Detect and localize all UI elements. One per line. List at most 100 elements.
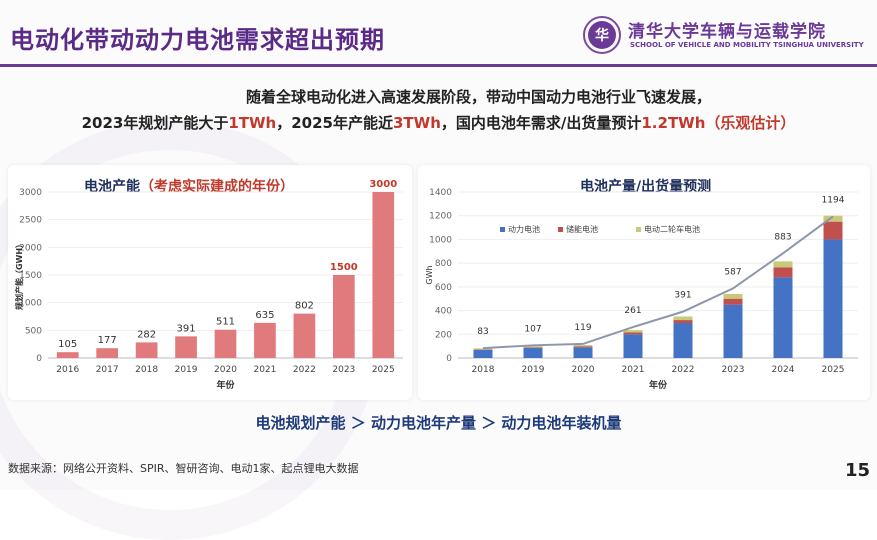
y-axis-label: GWh xyxy=(425,265,434,284)
stacked-bar-segment xyxy=(574,346,593,347)
data-label: 1500 xyxy=(330,262,358,273)
intro-highlight: 1TWh xyxy=(228,114,276,132)
y-tick-label: 3000 xyxy=(19,188,42,198)
summary-text: 电池规划产能 ＞ 动力电池年产量 ＞ 动力电池年装机量 xyxy=(0,412,877,433)
y-tick-label: 2500 xyxy=(19,216,42,226)
stacked-bar-segment xyxy=(774,267,793,277)
line-data-label: 261 xyxy=(624,306,641,316)
bar xyxy=(57,352,79,358)
intro-text: ，国内电池年需求/出货量预计 xyxy=(441,114,641,132)
y-tick-label: 0 xyxy=(446,354,452,364)
line-data-label: 83 xyxy=(477,327,488,337)
x-tick-label: 2022 xyxy=(672,365,695,375)
bar xyxy=(254,323,276,358)
data-label: 3000 xyxy=(369,179,397,190)
x-axis-label: 年份 xyxy=(216,379,235,391)
bar xyxy=(372,192,394,358)
data-label: 391 xyxy=(177,323,196,334)
data-label: 802 xyxy=(295,301,314,312)
stacked-bar-segment xyxy=(824,239,843,358)
bar xyxy=(333,275,355,358)
bar xyxy=(96,348,118,358)
stacked-bar-segment xyxy=(624,334,643,358)
x-tick-label: 2018 xyxy=(472,365,495,375)
x-tick-label: 2025 xyxy=(822,365,845,375)
slide: 电动化带动动力电池需求超出预期 华 清华大学车辆与运载学院 SCHOOL OF … xyxy=(0,0,877,490)
stacked-bar-segment xyxy=(724,294,743,299)
x-tick-label: 2021 xyxy=(253,365,276,375)
y-tick-label: 200 xyxy=(435,330,452,340)
data-label: 177 xyxy=(98,335,117,346)
bar xyxy=(136,342,158,358)
data-source: 数据来源：网络公开资料、SPIR、智研咨询、电动1家、起点锂电大数据 xyxy=(8,460,359,476)
x-tick-label: 2024 xyxy=(772,365,795,375)
data-label: 105 xyxy=(58,339,77,350)
y-tick-label: 1400 xyxy=(429,188,452,198)
x-tick-label: 2019 xyxy=(522,365,545,375)
y-axis-label: 规划产能（GWH） xyxy=(14,240,24,310)
legend-swatch xyxy=(636,227,641,232)
data-label: 282 xyxy=(137,329,156,340)
stacked-bar-segment xyxy=(524,347,543,348)
stacked-bar-segment xyxy=(574,345,593,346)
intro-highlight: 1.2TWh xyxy=(641,114,705,132)
bar xyxy=(215,330,237,358)
stacked-bar-segment xyxy=(824,222,843,240)
slide-title: 电动化带动动力电池需求超出预期 xyxy=(10,20,385,55)
line-data-label: 119 xyxy=(574,323,591,333)
y-tick-label: 800 xyxy=(435,259,452,269)
y-tick-label: 500 xyxy=(25,326,42,336)
x-tick-label: 2020 xyxy=(214,365,237,375)
line-data-label: 1194 xyxy=(822,195,845,205)
x-tick-label: 2019 xyxy=(175,365,198,375)
intro-line-1: 随着全球电动化进入高速发展阶段，带动中国动力电池行业飞速发展， xyxy=(0,86,877,107)
y-tick-label: 600 xyxy=(435,283,452,293)
line-data-label: 883 xyxy=(774,232,791,242)
legend-swatch xyxy=(558,227,563,232)
stacked-bar-segment xyxy=(774,277,793,358)
legend-label: 动力电池 xyxy=(508,224,540,234)
stacked-bar-segment xyxy=(674,317,693,321)
data-label: 635 xyxy=(255,310,274,321)
y-tick-label: 0 xyxy=(36,354,42,364)
x-tick-label: 2018 xyxy=(135,365,158,375)
line-data-label: 107 xyxy=(524,324,541,334)
title-divider xyxy=(0,64,877,67)
school-name-en: SCHOOL OF VEHICLE AND MOBILITY TSINGHUA … xyxy=(630,41,864,49)
y-tick-label: 1000 xyxy=(429,235,452,245)
x-tick-label: 2020 xyxy=(572,365,595,375)
stacked-bar-segment xyxy=(774,261,793,267)
data-label: 511 xyxy=(216,317,235,328)
intro-text: 2023年规划产能大于 xyxy=(82,114,229,132)
line-data-label: 587 xyxy=(724,267,741,277)
page-number: 15 xyxy=(845,460,870,481)
x-tick-label: 2017 xyxy=(96,365,119,375)
university-logo: 华 xyxy=(583,16,621,54)
x-axis-label: 年份 xyxy=(649,379,668,391)
stacked-bar-segment xyxy=(574,347,593,358)
stacked-bar-segment xyxy=(524,348,543,358)
x-tick-label: 2023 xyxy=(722,365,745,375)
intro-note: （乐观估计） xyxy=(705,114,795,132)
bar xyxy=(175,336,197,358)
logo-emblem: 华 xyxy=(588,21,616,49)
x-tick-label: 2021 xyxy=(622,365,645,375)
legend-swatch xyxy=(500,227,505,232)
intro-text: ，2025年产能近 xyxy=(276,114,393,132)
school-name-cn: 清华大学车辆与运载学院 xyxy=(628,17,826,42)
left-bar-chart: 0500100015002000250030001052016177201728… xyxy=(8,165,412,400)
stacked-bar-segment xyxy=(474,350,493,358)
stacked-bar-segment xyxy=(724,305,743,358)
stacked-bar-segment xyxy=(724,299,743,305)
legend-label: 储能电池 xyxy=(566,224,598,234)
x-tick-label: 2022 xyxy=(293,365,316,375)
y-tick-label: 1200 xyxy=(429,212,452,222)
intro-line-2: 2023年规划产能大于1TWh，2025年产能近3TWh，国内电池年需求/出货量… xyxy=(0,112,877,133)
stacked-bar-segment xyxy=(674,323,693,358)
line-data-label: 391 xyxy=(674,291,691,301)
intro-highlight: 3TWh xyxy=(393,114,441,132)
stacked-bar-segment xyxy=(674,320,693,323)
stacked-bar-segment xyxy=(624,330,643,332)
x-tick-label: 2025 xyxy=(372,365,395,375)
